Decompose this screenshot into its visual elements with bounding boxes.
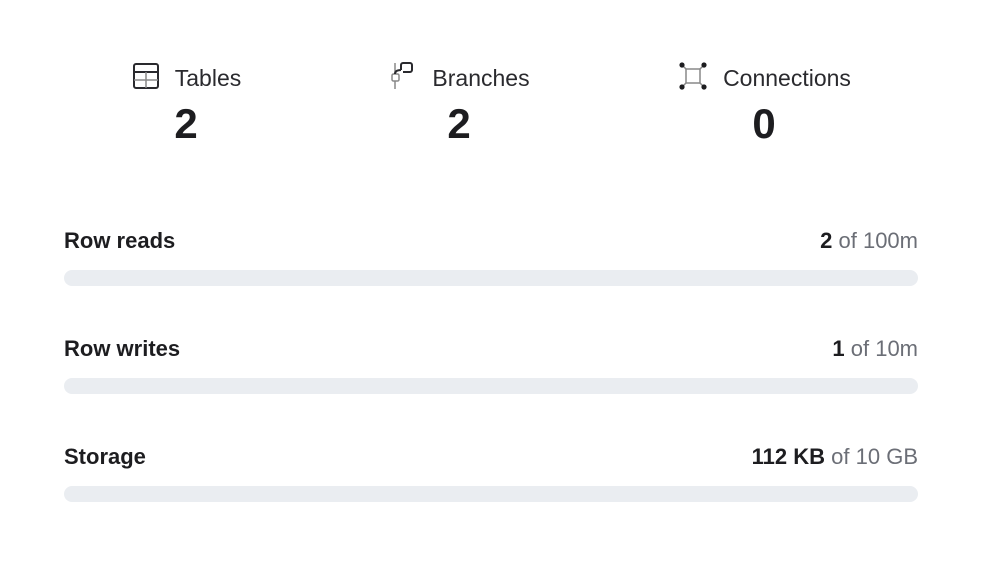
meter-usage: 1 of 10m bbox=[832, 336, 918, 362]
meter-used: 2 bbox=[820, 228, 833, 253]
meter-row-writes: Row writes 1 of 10m bbox=[64, 336, 918, 394]
stat-value: 2 bbox=[447, 100, 471, 147]
connections-icon bbox=[677, 60, 709, 97]
stat-label: Tables bbox=[174, 64, 242, 91]
stat-value: 0 bbox=[752, 100, 776, 147]
progress-bar bbox=[64, 486, 918, 502]
stat-connections: Connections 0 bbox=[666, 60, 862, 148]
branch-icon bbox=[388, 61, 418, 96]
meter-storage: Storage 112 KB of 10 GB bbox=[64, 444, 918, 502]
stat-value: 2 bbox=[174, 100, 198, 147]
stat-tables: Tables 2 bbox=[118, 62, 254, 148]
meter-of: of bbox=[831, 444, 850, 469]
progress-bar bbox=[64, 378, 918, 394]
meter-usage: 2 of 100m bbox=[820, 228, 918, 254]
stat-branches: Branches 2 bbox=[380, 61, 538, 148]
meter-used: 1 bbox=[832, 336, 845, 361]
meter-used: 112 KB bbox=[751, 444, 826, 469]
progress-bar bbox=[64, 270, 918, 286]
meter-of: of bbox=[838, 228, 857, 253]
meter-limit: 10 GB bbox=[855, 444, 918, 469]
meter-limit: 100m bbox=[862, 228, 918, 253]
table-icon bbox=[131, 61, 161, 96]
stat-label: Connections bbox=[723, 64, 851, 91]
meter-limit: 10m bbox=[875, 336, 918, 361]
meter-name: Row writes bbox=[64, 336, 181, 361]
meter-usage: 112 KB of 10 GB bbox=[752, 444, 918, 470]
meter-of: of bbox=[850, 336, 870, 361]
meter-row-reads: Row reads 2 of 100m bbox=[64, 228, 918, 286]
meter-name: Storage bbox=[64, 444, 146, 469]
meter-name: Row reads bbox=[64, 228, 176, 253]
stat-label: Branches bbox=[432, 64, 530, 91]
